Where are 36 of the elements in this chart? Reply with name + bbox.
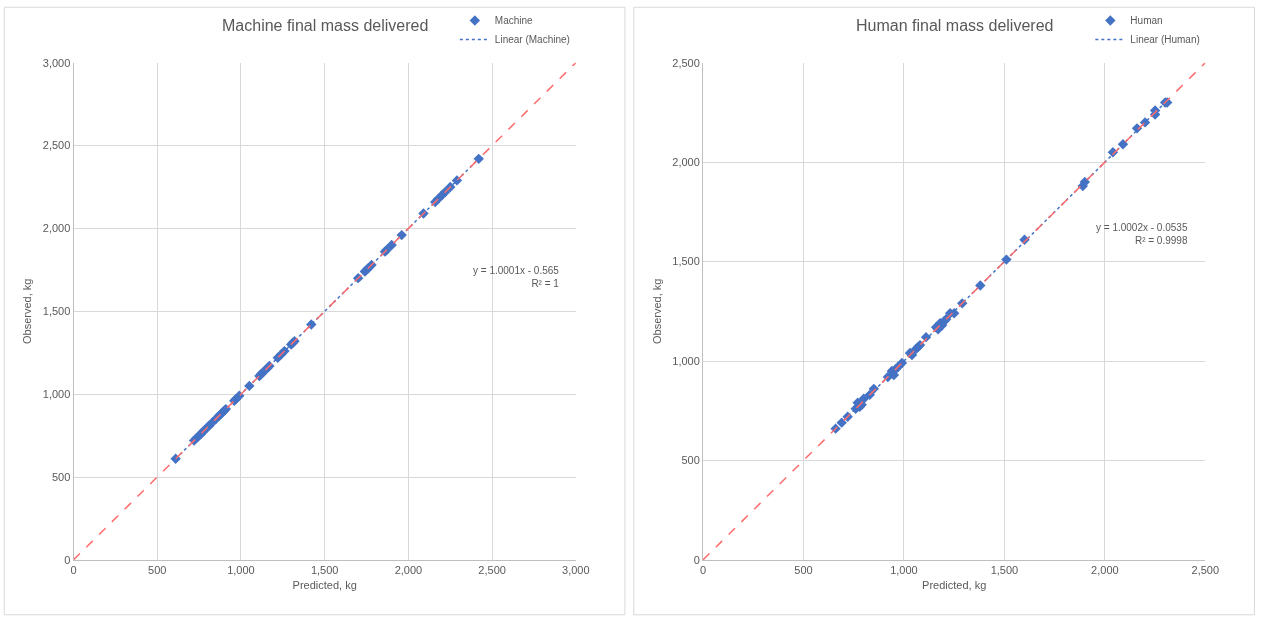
legend-label: Machine [494,15,534,27]
y-tick-label: 2,000 [42,222,71,235]
x-axis-title: Predicted, kg [922,579,987,592]
x-axis-title: Predicted, kg [292,579,357,592]
y-tick-label: 3,000 [42,56,71,69]
y-tick-label: 2,000 [672,156,700,169]
x-tick-label: 2,500 [478,564,506,577]
x-tick-label: 2,000 [394,564,423,577]
y-tick-label: 2,500 [672,56,700,69]
x-tick-label: 2,000 [1091,564,1119,577]
x-tick-label: 1,500 [990,564,1019,577]
y-tick-label: 1,000 [42,388,71,401]
y-axis-title: Observed, kg [21,278,34,345]
y-tick-label: 500 [681,454,700,467]
y-tick-label: 1,500 [672,255,700,268]
legend-label: Linear (Human) [1130,34,1200,46]
y-tick-label: 1,500 [42,305,71,318]
x-tick-label: 3,000 [562,564,590,577]
y-tick-label: 0 [693,553,700,566]
y-tick-label: 2,500 [42,139,71,152]
x-tick-label: 1,000 [890,564,918,577]
x-tick-label: 2,500 [1191,564,1220,577]
x-tick-label: 500 [794,564,813,577]
legend-label: Linear (Machine) [494,34,570,46]
y-tick-label: 500 [51,470,71,483]
y-tick-label: 0 [64,553,71,566]
y-axis-title: Observed, kg [650,278,663,345]
x-tick-label: 1,500 [310,564,339,577]
annotation: y = 1.0001x - 0.565 R² = 1 [473,265,560,289]
y-tick-label: 1,000 [672,354,700,367]
chart-title: Machine final mass delivered [222,17,429,34]
x-tick-label: 500 [148,564,167,577]
annotation: y = 1.0002x - 0.0535 R² = 0.9998 [1096,222,1188,246]
chart-title: Human final mass delivered [856,17,1054,34]
legend-label: Human [1130,15,1163,27]
x-tick-label: 1,000 [227,564,255,577]
